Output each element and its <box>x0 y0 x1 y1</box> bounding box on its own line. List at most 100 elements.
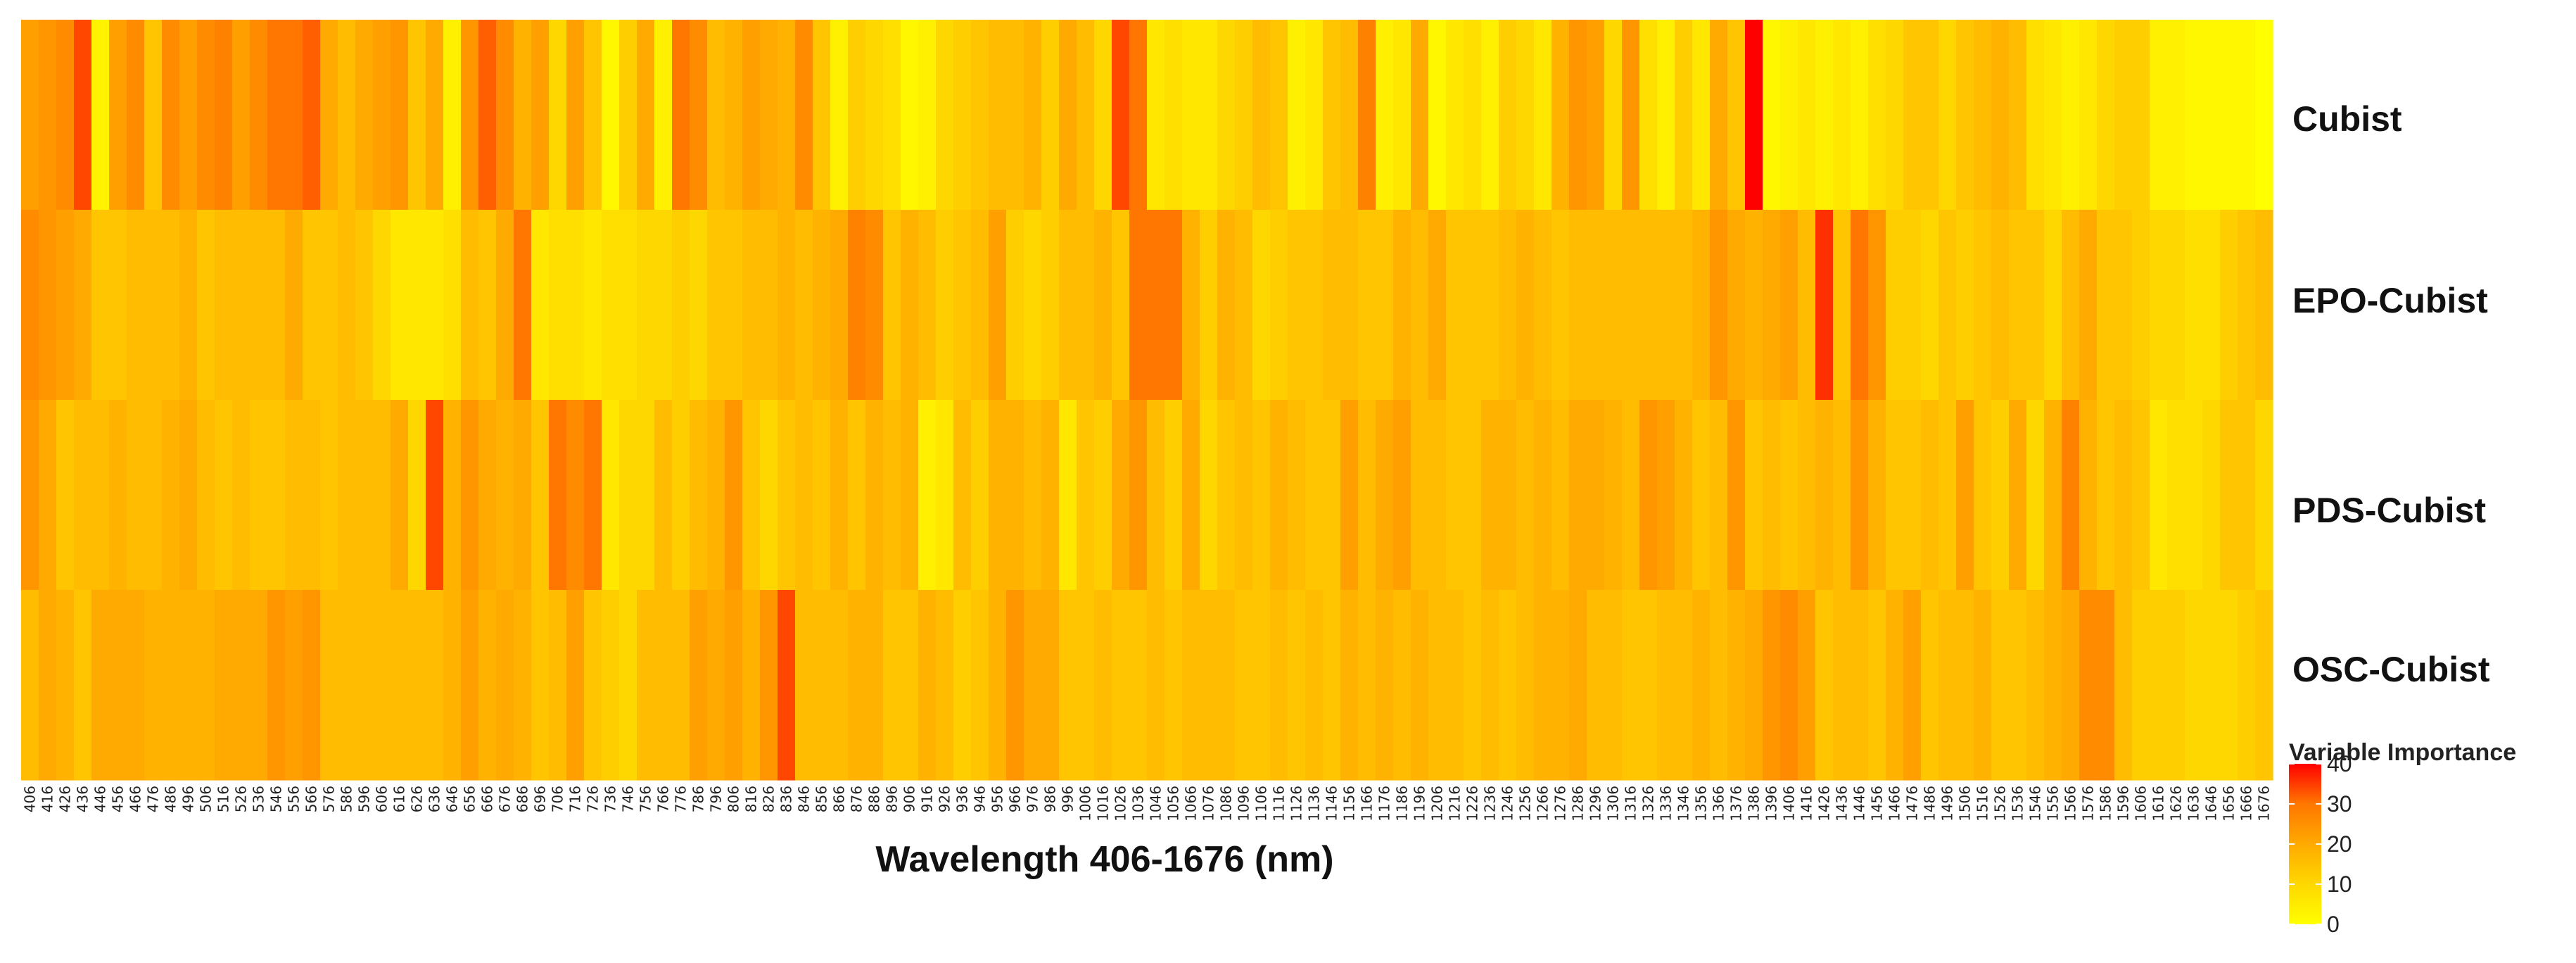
x-tick-label-566: 566 <box>303 786 320 812</box>
heatmap-cell-EPO-Cubist-746 <box>619 210 637 401</box>
heatmap-cell-Cubist-416 <box>39 20 57 210</box>
heatmap-cell-Cubist-906 <box>901 20 919 210</box>
heatmap-cell-Cubist-486 <box>162 20 180 210</box>
x-tick-label-666: 666 <box>479 786 496 812</box>
heatmap-cell-OSC-Cubist-566 <box>303 590 321 781</box>
heatmap-cell-OSC-Cubist-406 <box>21 590 39 781</box>
heatmap-cell-Cubist-476 <box>144 20 163 210</box>
heatmap-cell-EPO-Cubist-1546 <box>2026 210 2045 401</box>
heatmap-cell-OSC-Cubist-986 <box>1041 590 1060 781</box>
heatmap-cell-OSC-Cubist-1146 <box>1323 590 1341 781</box>
heatmap-cell-Cubist-526 <box>232 20 250 210</box>
heatmap-cell-Cubist-616 <box>391 20 409 210</box>
heatmap-cell-OSC-Cubist-1226 <box>1464 590 1482 781</box>
x-tick-label-826: 826 <box>761 786 778 812</box>
heatmap-cell-EPO-Cubist-1466 <box>1886 210 1904 401</box>
heatmap-cell-PDS-Cubist-406 <box>21 400 39 591</box>
heatmap-cell-OSC-Cubist-1666 <box>2238 590 2256 781</box>
heatmap-cell-Cubist-1076 <box>1200 20 1218 210</box>
heatmap-cell-EPO-Cubist-606 <box>373 210 391 401</box>
heatmap-cell-Cubist-1136 <box>1305 20 1324 210</box>
heatmap-cell-OSC-Cubist-846 <box>795 590 813 781</box>
heatmap-cell-Cubist-1656 <box>2220 20 2238 210</box>
heatmap-cell-PDS-Cubist-576 <box>320 400 338 591</box>
x-tick-label-1536: 1536 <box>2010 786 2026 822</box>
row-labels: Cubist EPO-Cubist PDS-Cubist OSC-Cubist <box>2292 99 2490 689</box>
heatmap-cell-PDS-Cubist-496 <box>179 400 198 591</box>
heatmap-cell-Cubist-1196 <box>1411 20 1429 210</box>
heatmap-cell-EPO-Cubist-666 <box>478 210 497 401</box>
heatmap-cell-PDS-Cubist-1236 <box>1481 400 1499 591</box>
heatmap-cell-Cubist-1296 <box>1587 20 1605 210</box>
heatmap-cell-PDS-Cubist-1646 <box>2202 400 2221 591</box>
heatmap-cell-OSC-Cubist-826 <box>760 590 778 781</box>
heatmap-cell-OSC-Cubist-1396 <box>1763 590 1781 781</box>
heatmap-cell-EPO-Cubist-1146 <box>1323 210 1341 401</box>
heatmap-cell-PDS-Cubist-976 <box>1024 400 1042 591</box>
heatmap-cell-PDS-Cubist-1536 <box>2009 400 2027 591</box>
heatmap-cell-Cubist-676 <box>496 20 514 210</box>
x-tick-label-1206: 1206 <box>1429 786 1446 822</box>
heatmap-cell-OSC-Cubist-786 <box>690 590 708 781</box>
heatmap-cell-OSC-Cubist-656 <box>461 590 479 781</box>
heatmap-cell-Cubist-1586 <box>2097 20 2115 210</box>
heatmap-cell-PDS-Cubist-746 <box>619 400 637 591</box>
heatmap-cell-Cubist-1346 <box>1675 20 1693 210</box>
x-tick-label-1146: 1146 <box>1324 786 1340 822</box>
heatmap-cell-OSC-Cubist-716 <box>566 590 585 781</box>
heatmap-cell-Cubist-956 <box>989 20 1007 210</box>
heatmap-cell-OSC-Cubist-516 <box>215 590 233 781</box>
heatmap-cell-OSC-Cubist-1126 <box>1288 590 1306 781</box>
heatmap-cell-Cubist-446 <box>91 20 110 210</box>
heatmap-cell-OSC-Cubist-836 <box>778 590 796 781</box>
heatmap-cell-Cubist-726 <box>584 20 602 210</box>
heatmap-cell-OSC-Cubist-666 <box>478 590 497 781</box>
heatmap-cell-OSC-Cubist-1596 <box>2114 590 2133 781</box>
heatmap-cell-PDS-Cubist-1036 <box>1129 400 1148 591</box>
heatmap-cell-Cubist-1436 <box>1833 20 1851 210</box>
heatmap-cell-OSC-Cubist-1166 <box>1358 590 1376 781</box>
heatmap-cell-PDS-Cubist-556 <box>285 400 303 591</box>
heatmap-cell-OSC-Cubist-1466 <box>1886 590 1904 781</box>
x-tick-label-596: 596 <box>356 786 373 812</box>
heatmap-cell-Cubist-1326 <box>1639 20 1658 210</box>
heatmap-cell-PDS-Cubist-906 <box>901 400 919 591</box>
heatmap-cell-Cubist-1426 <box>1815 20 1834 210</box>
x-tick-label-1266: 1266 <box>1535 786 1552 822</box>
heatmap-cell-PDS-Cubist-796 <box>707 400 725 591</box>
heatmap-cell-EPO-Cubist-436 <box>74 210 92 401</box>
heatmap-cell-PDS-Cubist-776 <box>672 400 690 591</box>
x-tick-label-1626: 1626 <box>2168 786 2185 822</box>
heatmap-cell-Cubist-606 <box>373 20 391 210</box>
heatmap-cell-Cubist-1126 <box>1288 20 1306 210</box>
heatmap-cell-Cubist-1496 <box>1939 20 1957 210</box>
heatmap-cell-Cubist-996 <box>1059 20 1077 210</box>
x-tick-label-1256: 1256 <box>1517 786 1534 822</box>
x-tick-label-1646: 1646 <box>2203 786 2220 822</box>
heatmap-cell-OSC-Cubist-596 <box>355 590 374 781</box>
heatmap-cell-Cubist-1106 <box>1252 20 1271 210</box>
heatmap-cell-Cubist-666 <box>478 20 497 210</box>
x-tick-label-1096: 1096 <box>1236 786 1252 822</box>
heatmap-cell-Cubist-1386 <box>1745 20 1763 210</box>
heatmap-cell-EPO-Cubist-1306 <box>1604 210 1623 401</box>
heatmap-cell-Cubist-1146 <box>1323 20 1341 210</box>
heatmap-cell-OSC-Cubist-1116 <box>1270 590 1288 781</box>
heatmap-cell-Cubist-936 <box>953 20 972 210</box>
heatmap-cell-OSC-Cubist-1406 <box>1780 590 1798 781</box>
heatmap-cell-EPO-Cubist-956 <box>989 210 1007 401</box>
heatmap-cell-OSC-Cubist-1266 <box>1534 590 1552 781</box>
heatmap-cell-EPO-Cubist-916 <box>918 210 937 401</box>
heatmap-cell-PDS-Cubist-896 <box>883 400 901 591</box>
heatmap-cell-OSC-Cubist-1336 <box>1657 590 1675 781</box>
heatmap-cell-EPO-Cubist-1086 <box>1217 210 1236 401</box>
heatmap-cell-OSC-Cubist-546 <box>267 590 286 781</box>
heatmap-cell-PDS-Cubist-1476 <box>1903 400 1922 591</box>
heatmap-cell-OSC-Cubist-816 <box>742 590 761 781</box>
heatmap-cell-EPO-Cubist-1006 <box>1077 210 1095 401</box>
heatmap-cell-PDS-Cubist-1246 <box>1499 400 1517 591</box>
heatmap-cell-OSC-Cubist-1456 <box>1868 590 1886 781</box>
heatmap-cell-EPO-Cubist-1506 <box>1956 210 1974 401</box>
heatmap-cell-PDS-Cubist-586 <box>338 400 356 591</box>
heatmap-cell-OSC-Cubist-576 <box>320 590 338 781</box>
